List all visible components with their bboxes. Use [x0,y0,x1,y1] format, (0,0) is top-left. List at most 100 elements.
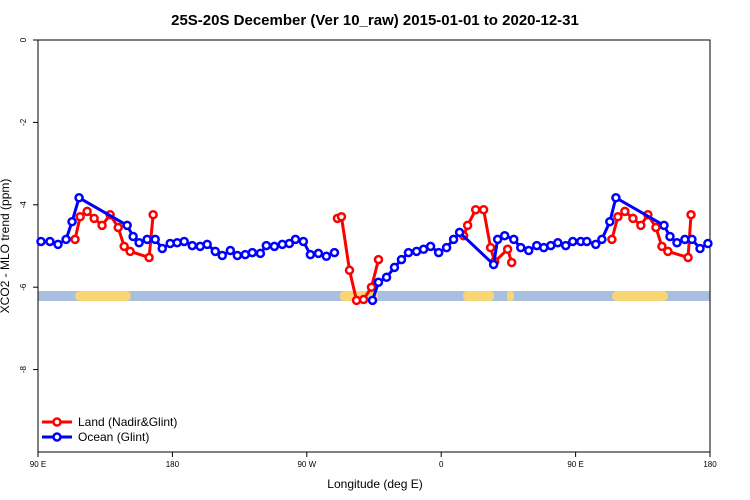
data-point [225,245,236,256]
data-point [148,209,158,220]
data-point [509,234,519,245]
legend-marker [52,417,62,427]
y-tick-label: -4 [19,201,28,209]
y-axis-label: XCO2 - MLO trend (ppm) [0,179,12,314]
data-point [82,206,92,217]
legend-label: Land (Nadir&Glint) [78,415,177,429]
data-point [232,250,243,261]
data-point [336,211,347,222]
x-tick-label: 180 [166,460,180,469]
data-point [373,254,384,265]
data-point [672,237,682,248]
y-tick-label: 0 [19,37,28,42]
data-point [247,247,258,258]
data-point [703,238,713,249]
data-point [403,247,414,258]
data-point [665,231,675,242]
data-point [128,231,138,242]
data-point [560,240,571,251]
data-point [492,234,503,245]
data-point [499,230,510,241]
data-point [485,242,496,253]
y-tick-label: -6 [19,283,28,291]
data-point [61,234,71,245]
data-point [396,254,407,265]
data-point [636,220,646,231]
data-point [488,259,499,270]
data-point [187,240,198,251]
data-point [144,252,154,263]
data-point [663,246,673,257]
land-strip [612,291,668,301]
land-strip [507,291,514,301]
data-point [478,204,489,215]
data-point [269,241,280,252]
land-strip [463,291,494,301]
data-point [607,234,617,245]
data-point [553,237,563,248]
data-point [298,236,309,247]
data-point [45,236,55,247]
data-point [605,216,615,227]
data-point [217,250,228,261]
legend-marker [52,432,62,442]
data-point [150,234,160,245]
data-point [620,206,630,217]
data-point [179,236,189,247]
data-point [97,220,107,231]
data-point [67,216,77,227]
data-point [686,209,696,220]
x-tick-label: 180 [703,460,717,469]
data-point [122,220,132,231]
data-point [74,193,84,203]
x-tick-label: 0 [439,460,444,469]
data-point [381,272,392,283]
data-point [125,246,135,257]
data-point [389,262,400,273]
data-point [210,246,221,257]
data-point [142,234,152,245]
data-point [366,282,377,292]
data-point [597,234,607,245]
data-point [36,236,46,247]
x-tick-label: 90 W [297,460,316,469]
data-point [284,238,295,249]
data-point [611,193,621,203]
data-point [454,227,465,238]
data-point [433,247,444,258]
data-point [255,248,266,259]
data-point [687,234,697,245]
data-point [290,234,301,245]
data-point [305,249,316,260]
data-point [695,243,705,254]
data-point [683,252,693,263]
x-axis-label: Longitude (deg E) [327,477,422,491]
data-point [516,242,526,253]
data-point [119,241,129,252]
data-point [202,239,212,250]
y-tick-label: -2 [19,118,28,126]
data-point [134,237,144,248]
data-point [75,211,85,222]
data-point [657,241,667,252]
data-point [651,222,661,233]
data-point [329,247,340,258]
data-point [441,242,452,253]
data-point [523,245,534,256]
data-point [448,234,459,245]
data-point [113,222,123,233]
data-point [506,257,517,268]
data-point [502,244,513,255]
data-point [582,236,592,247]
data-point [313,248,324,259]
legend-label: Ocean (Glint) [78,430,149,444]
data-point [89,213,99,224]
data-point [628,213,638,224]
data-point [373,277,384,288]
data-point [53,239,63,250]
data-point [261,240,272,251]
data-point [367,295,378,306]
data-point [425,241,436,252]
x-tick-label: 90 E [567,460,583,469]
data-point [358,294,369,305]
